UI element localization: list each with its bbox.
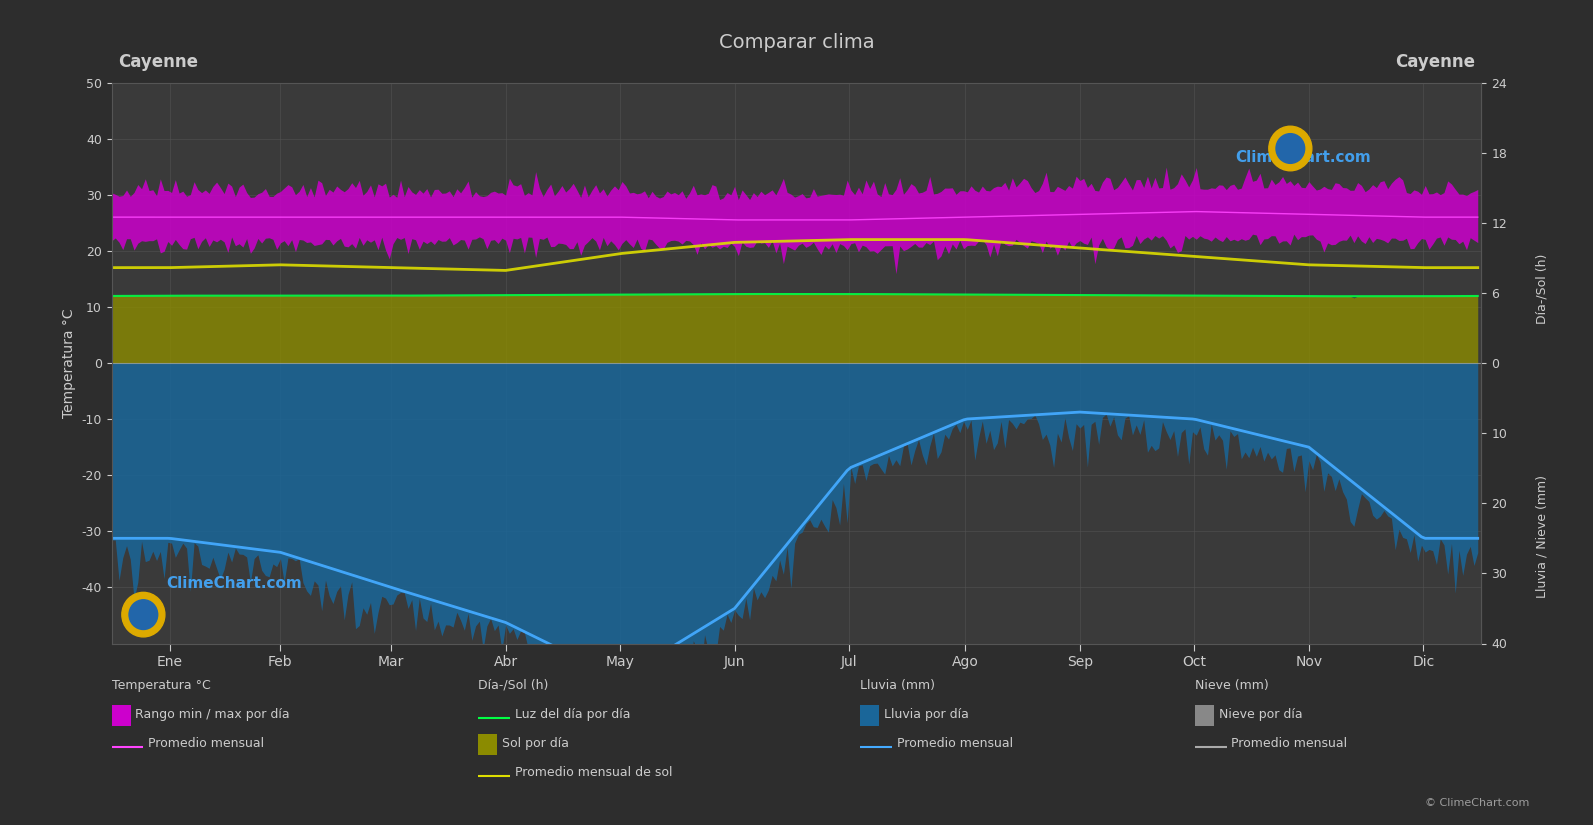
Circle shape [123,592,166,637]
Text: Comparar clima: Comparar clima [718,33,875,52]
Y-axis label: Temperatura °C: Temperatura °C [62,309,76,417]
Circle shape [129,600,158,629]
Text: Temperatura °C: Temperatura °C [112,679,210,692]
Text: Lluvia / Nieve (mm): Lluvia / Nieve (mm) [1536,474,1548,598]
Text: Nieve (mm): Nieve (mm) [1195,679,1268,692]
Circle shape [1270,126,1313,171]
Text: Promedio mensual: Promedio mensual [1231,737,1348,750]
Text: ClimeChart.com: ClimeChart.com [166,576,303,592]
Text: Sol por día: Sol por día [502,737,569,750]
Text: Promedio mensual: Promedio mensual [148,737,264,750]
Text: Luz del día por día: Luz del día por día [515,708,631,721]
Text: Día-/Sol (h): Día-/Sol (h) [1536,253,1548,324]
Text: Rango min / max por día: Rango min / max por día [135,708,290,721]
Text: © ClimeChart.com: © ClimeChart.com [1424,799,1529,808]
Text: Cayenne: Cayenne [118,54,199,71]
Text: Promedio mensual de sol: Promedio mensual de sol [515,766,672,779]
Text: Día-/Sol (h): Día-/Sol (h) [478,679,548,692]
Text: Lluvia por día: Lluvia por día [884,708,969,721]
Circle shape [1276,134,1305,163]
Text: Cayenne: Cayenne [1394,54,1475,71]
Text: Nieve por día: Nieve por día [1219,708,1301,721]
Text: ClimeChart.com: ClimeChart.com [1235,150,1370,165]
Text: Lluvia (mm): Lluvia (mm) [860,679,935,692]
Text: Promedio mensual: Promedio mensual [897,737,1013,750]
